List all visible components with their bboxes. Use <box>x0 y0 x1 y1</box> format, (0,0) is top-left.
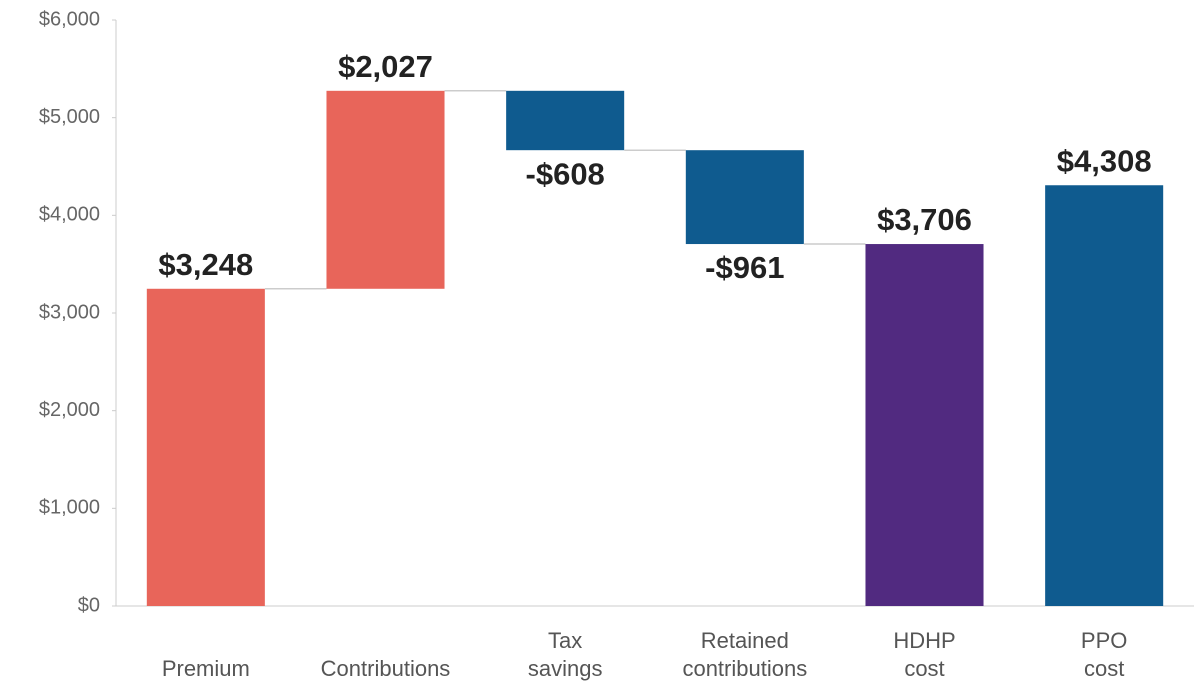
value-label: $4,308 <box>1057 143 1152 178</box>
value-label: $3,248 <box>158 247 253 282</box>
x-tick-label: Tax <box>548 628 582 653</box>
y-tick-label: $3,000 <box>39 301 100 323</box>
value-label: -$961 <box>705 250 784 285</box>
x-tick-label: Retained <box>701 628 789 653</box>
y-tick-label: $4,000 <box>39 204 100 226</box>
bar <box>865 244 984 606</box>
x-tick-label: cost <box>904 656 944 681</box>
x-tick-label: Premium <box>162 656 250 681</box>
value-label: $3,706 <box>877 202 972 237</box>
x-tick-label: contributions <box>682 656 807 681</box>
bar <box>1045 185 1164 606</box>
x-tick-label: Contributions <box>321 656 451 681</box>
x-tick-label: savings <box>528 656 603 681</box>
y-tick-label: $5,000 <box>39 106 100 128</box>
x-tick-label: cost <box>1084 656 1124 681</box>
bar <box>326 90 445 289</box>
y-tick-label: $2,000 <box>39 399 100 421</box>
x-tick-label: HDHP <box>893 628 955 653</box>
y-tick-label: $6,000 <box>39 8 100 30</box>
bar <box>506 90 625 151</box>
value-label: -$608 <box>526 156 605 191</box>
x-tick-label: PPO <box>1081 628 1127 653</box>
value-label: $2,027 <box>338 49 433 84</box>
y-tick-label: $0 <box>78 594 100 616</box>
bar <box>685 150 804 245</box>
bar <box>146 288 265 606</box>
y-tick-label: $1,000 <box>39 497 100 519</box>
